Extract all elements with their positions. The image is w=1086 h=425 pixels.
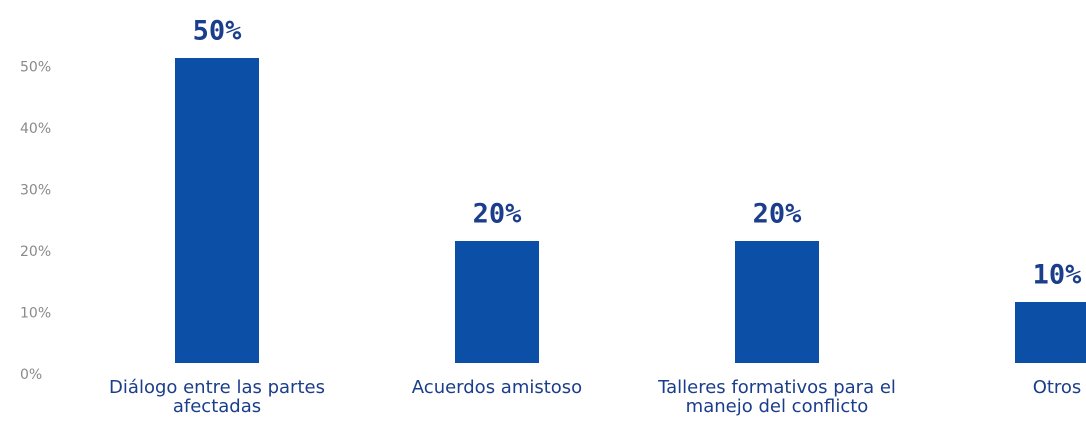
bar [175, 58, 259, 363]
bar [455, 241, 539, 363]
x-tick-label: Acuerdos amistoso [411, 377, 583, 398]
y-tick-label: 40% [20, 121, 51, 137]
x-tick-label: Diálogo entre las partes afectadas [109, 377, 325, 417]
y-tick-label: 0% [20, 367, 42, 383]
bar [1015, 302, 1086, 363]
x-tick-label: Otros [1032, 377, 1082, 398]
value-label: 20% [473, 199, 523, 230]
value-label: 10% [1033, 260, 1083, 291]
value-label: 20% [753, 199, 803, 230]
y-tick-label: 50% [20, 60, 51, 76]
y-tick-label: 20% [20, 244, 51, 260]
y-tick-label: 10% [20, 306, 51, 322]
value-label: 50% [193, 16, 243, 47]
y-tick-label: 30% [20, 183, 51, 199]
bar [735, 241, 819, 363]
x-tick-label: Talleres formativos para el manejo del c… [658, 377, 896, 417]
